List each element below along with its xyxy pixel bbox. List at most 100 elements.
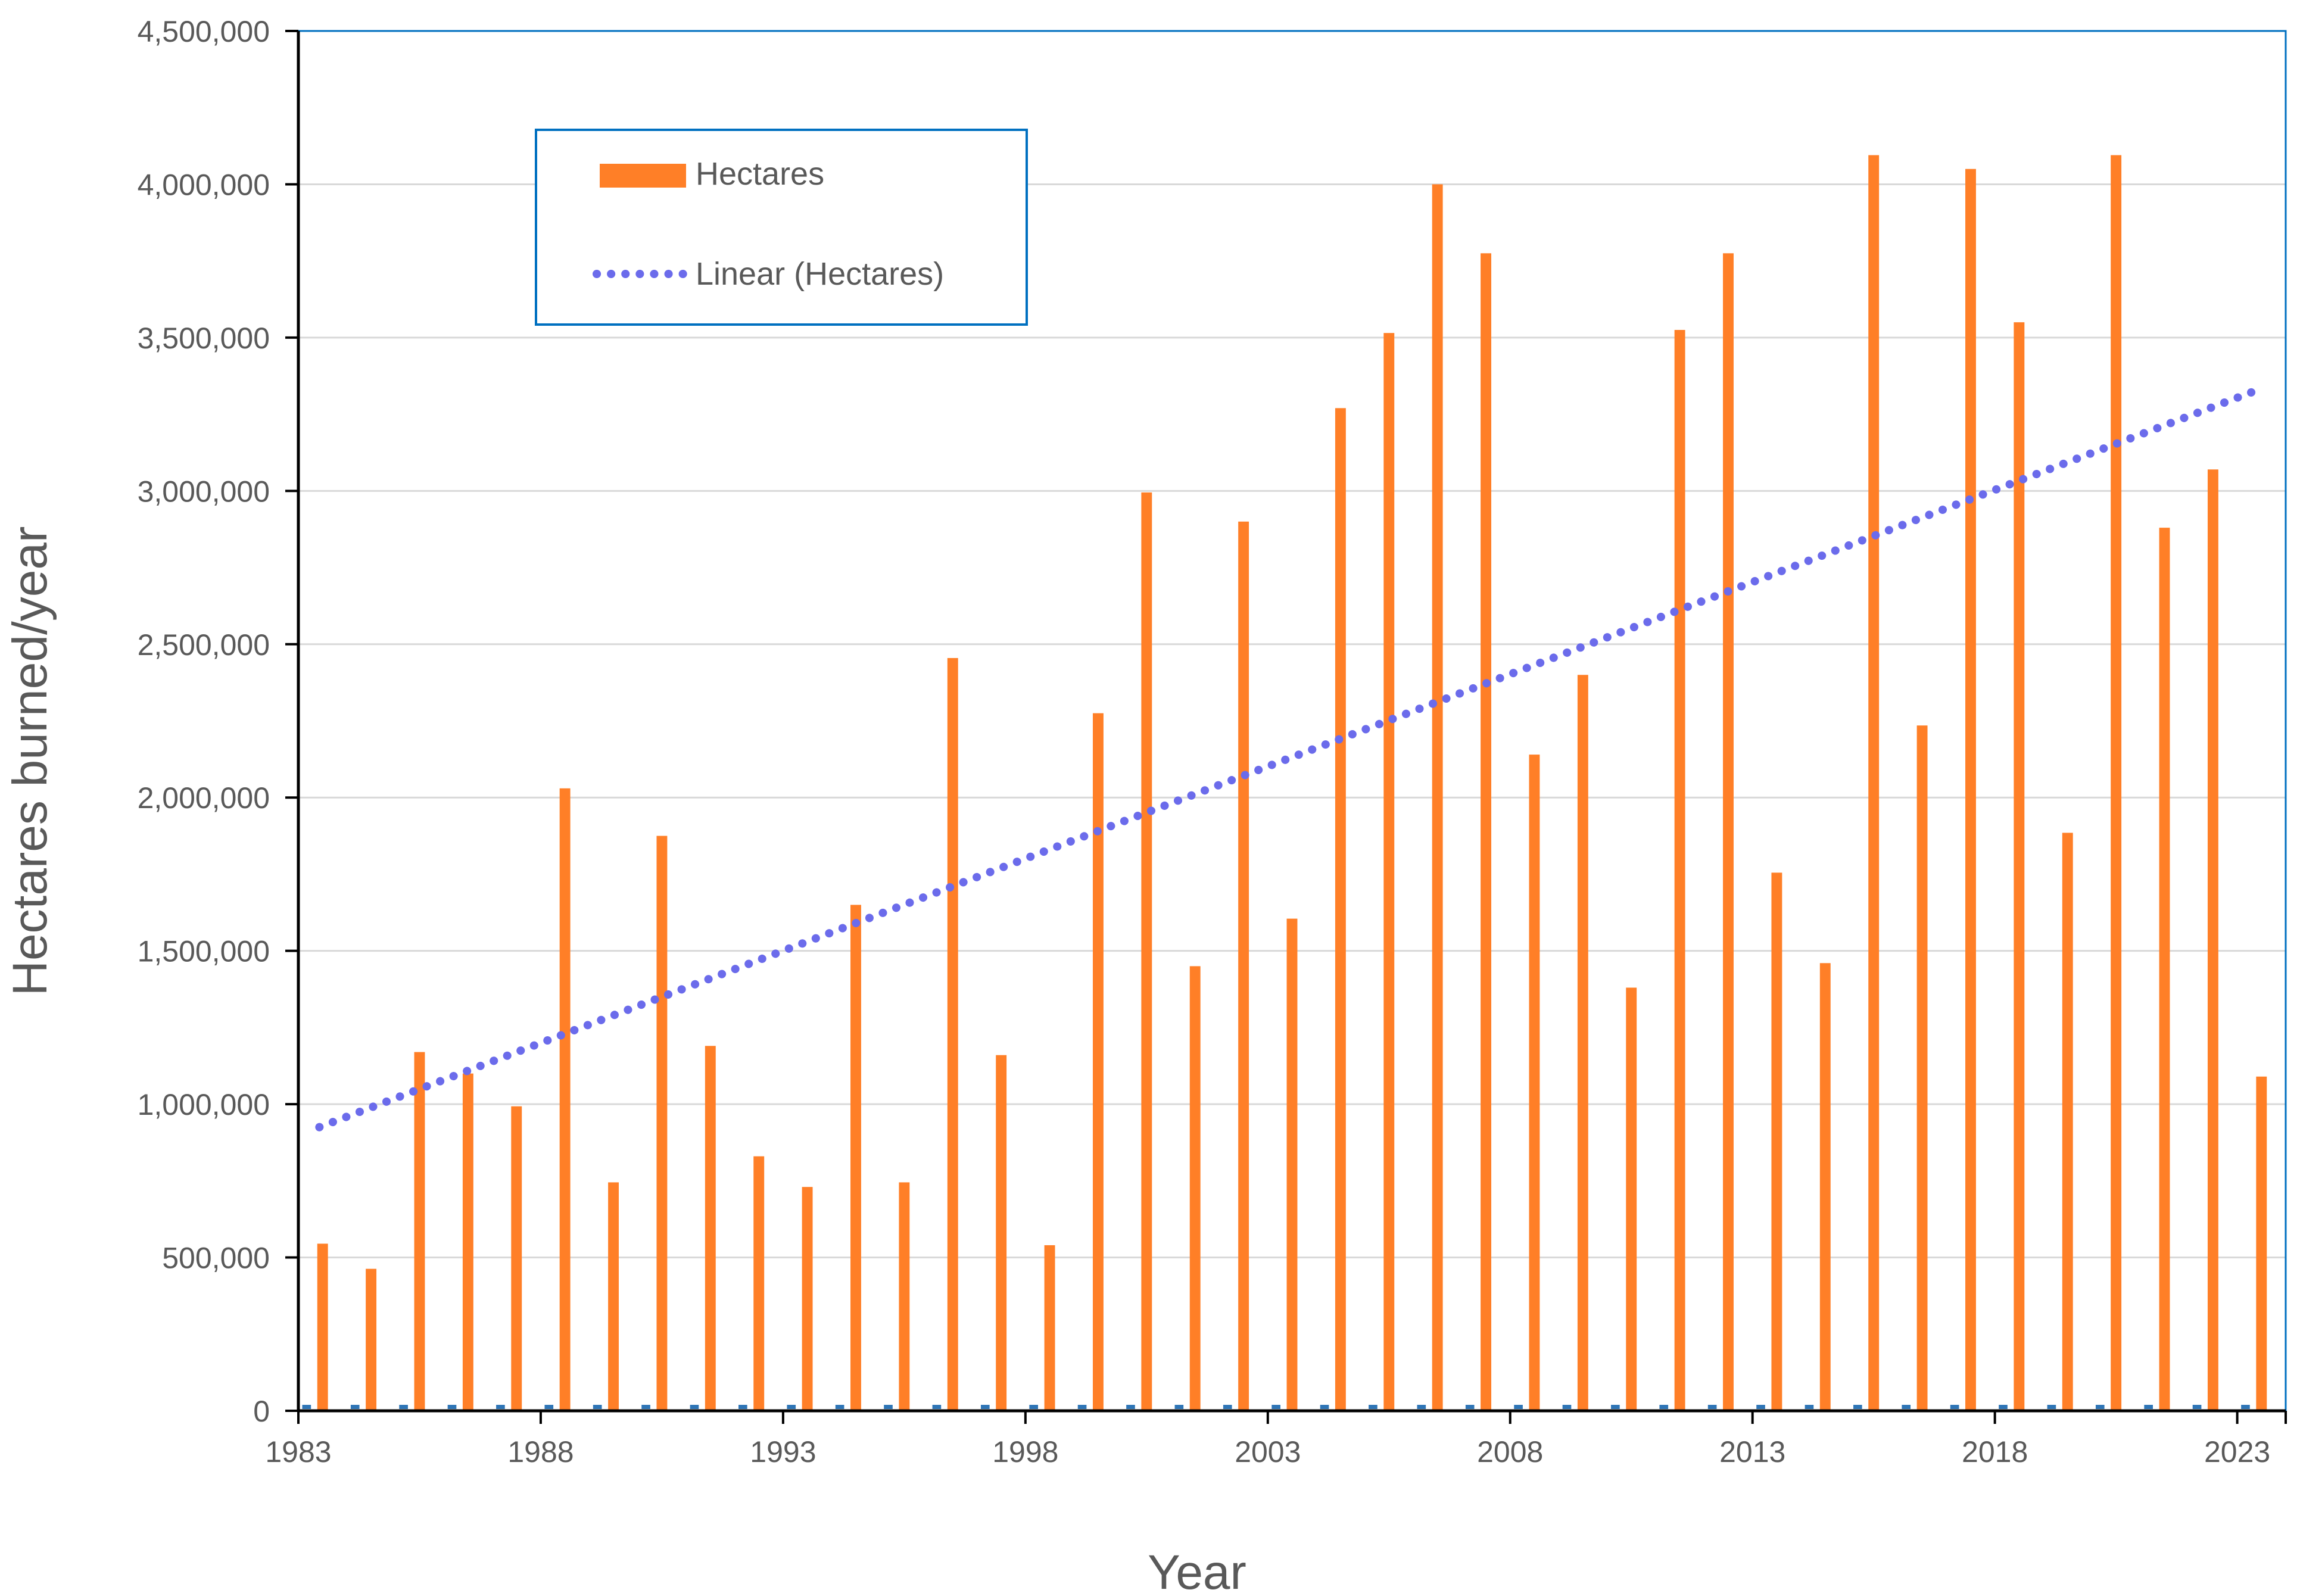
bar-1999: [1092, 713, 1104, 1411]
x-tick-label: 2003: [1235, 1435, 1301, 1469]
bar-2009: [1577, 675, 1588, 1411]
bar-1998: [1044, 1245, 1055, 1411]
x-axis-title: Year: [1148, 1545, 1246, 1596]
bar-2003: [1286, 918, 1298, 1411]
bar-1984: [366, 1268, 377, 1411]
baseline-mark: [1999, 1405, 2008, 1409]
bar-2020: [2111, 155, 2122, 1411]
y-tick-label: 3,500,000: [138, 322, 270, 355]
baseline-mark: [1805, 1405, 1814, 1409]
bar-2018: [2014, 322, 2025, 1411]
bar-2008: [1529, 755, 1540, 1411]
x-tick-label: 2018: [1962, 1435, 2028, 1469]
y-tick-label: 2,500,000: [138, 628, 270, 662]
x-tick-label: 2013: [1719, 1435, 1785, 1469]
legend-swatch-hectares: [600, 164, 686, 188]
bar-2019: [2062, 833, 2073, 1411]
baseline-mark: [1320, 1405, 1329, 1409]
y-tick-label: 1,500,000: [138, 935, 270, 968]
bar-1987: [511, 1106, 522, 1411]
bar-1996: [947, 657, 958, 1411]
bar-2007: [1481, 253, 1492, 1411]
bar-2013: [1771, 872, 1782, 1411]
baseline-mark: [1853, 1405, 1862, 1409]
baseline-mark: [980, 1405, 990, 1409]
baseline-mark: [544, 1405, 554, 1409]
bar-2023: [2256, 1076, 2267, 1411]
x-tick-label: 2023: [2204, 1435, 2270, 1469]
baseline-mark: [496, 1405, 505, 1409]
bar-1983: [317, 1243, 328, 1411]
baseline-mark: [1223, 1405, 1232, 1409]
baseline-mark: [2095, 1405, 2105, 1409]
bar-2011: [1674, 330, 1685, 1411]
y-tick-label: 500,000: [162, 1242, 270, 1275]
baseline-mark: [1611, 1405, 1620, 1409]
y-tick-label: 1,000,000: [138, 1088, 270, 1121]
bar-2004: [1335, 408, 1346, 1411]
baseline-mark: [932, 1405, 942, 1409]
baseline-mark: [1465, 1405, 1475, 1409]
baseline-mark: [1756, 1405, 1765, 1409]
baseline-mark: [738, 1405, 747, 1409]
bar-2021: [2159, 528, 2170, 1411]
bar-1997: [996, 1055, 1007, 1411]
bar-2015: [1868, 155, 1880, 1411]
baseline-mark: [1562, 1405, 1572, 1409]
x-tick-label: 1983: [265, 1435, 331, 1469]
baseline-mark: [641, 1405, 650, 1409]
x-tick-label: 1988: [507, 1435, 574, 1469]
baseline-mark: [1514, 1405, 1523, 1409]
baseline-mark: [2192, 1405, 2202, 1409]
bar-2017: [1965, 169, 1976, 1411]
bar-1989: [608, 1182, 619, 1411]
baseline-mark: [1369, 1405, 1377, 1409]
x-tick-label: 1998: [992, 1435, 1058, 1469]
y-tick-label: 4,500,000: [138, 15, 270, 48]
y-tick-label: 0: [253, 1395, 270, 1428]
bar-1993: [802, 1187, 813, 1411]
bar-1995: [899, 1182, 910, 1411]
bar-2001: [1189, 966, 1201, 1411]
baseline-mark: [1950, 1405, 1959, 1409]
y-tick-label: 3,000,000: [138, 475, 270, 508]
bar-2012: [1723, 253, 1734, 1411]
trendline: [315, 385, 2262, 1131]
bar-2014: [1819, 963, 1831, 1411]
baseline-mark: [1174, 1405, 1184, 1409]
baseline-mark: [2241, 1405, 2250, 1409]
y-tick-label: 4,000,000: [138, 168, 270, 201]
y-tick-label: 2,000,000: [138, 781, 270, 815]
y-axis-title: Hectares burned/year: [3, 526, 57, 996]
baseline-mark: [350, 1405, 360, 1409]
baseline-mark: [1659, 1405, 1669, 1409]
bar-1992: [753, 1156, 765, 1411]
bar-2022: [2207, 469, 2218, 1411]
bar-1985: [414, 1052, 425, 1411]
baseline-mark: [447, 1405, 457, 1409]
bar-2002: [1238, 521, 1249, 1411]
baseline-mark: [593, 1405, 602, 1409]
baseline-mark: [2047, 1405, 2056, 1409]
x-tick-label: 1993: [750, 1435, 816, 1469]
bar-1990: [656, 836, 668, 1411]
baseline-mark: [1417, 1405, 1426, 1409]
baseline-mark: [1707, 1405, 1717, 1409]
bar-2006: [1432, 184, 1443, 1411]
legend-frame: [535, 129, 1028, 326]
x-tick-label: 2008: [1477, 1435, 1543, 1469]
baseline-mark: [1902, 1405, 1911, 1409]
baseline-mark: [884, 1405, 893, 1409]
bar-1988: [559, 788, 571, 1411]
bar-1986: [462, 1073, 473, 1411]
baseline-mark: [1271, 1405, 1280, 1409]
bar-2016: [1916, 725, 1928, 1411]
baseline-mark: [302, 1405, 311, 1409]
baseline-mark: [399, 1405, 408, 1409]
bar-2010: [1626, 987, 1637, 1411]
baseline-mark: [1077, 1405, 1087, 1409]
baseline-mark: [1126, 1405, 1135, 1409]
baseline-mark: [787, 1405, 796, 1409]
bar-1991: [705, 1046, 716, 1411]
